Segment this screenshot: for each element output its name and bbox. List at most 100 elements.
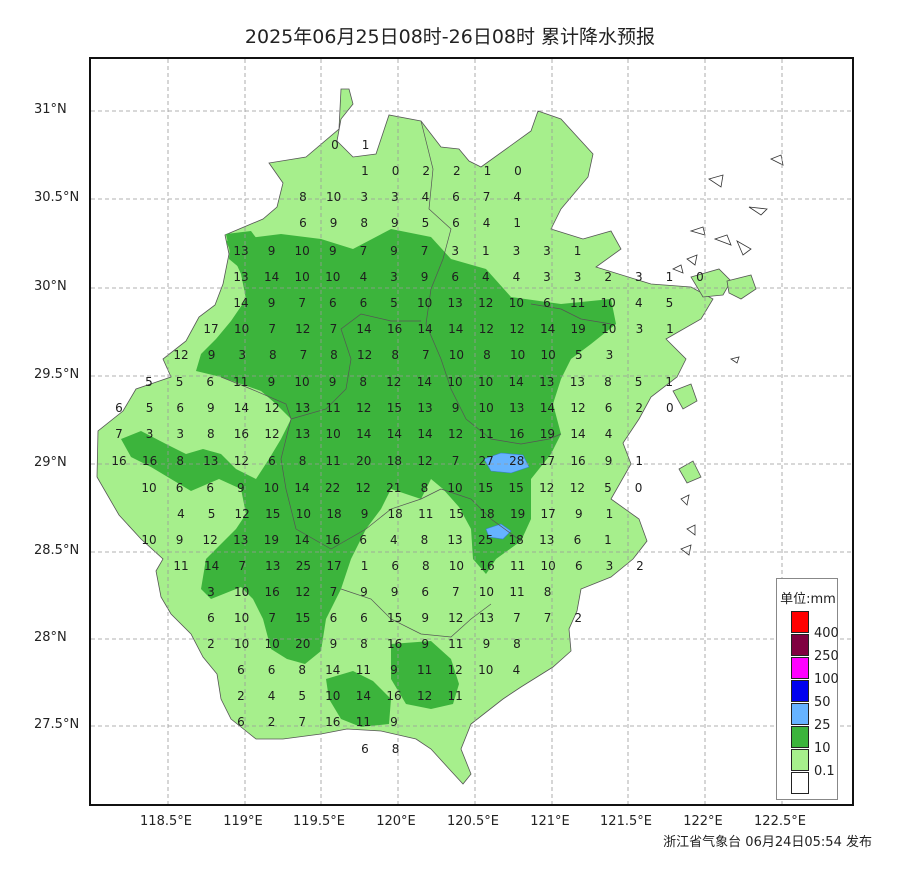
rain-10-25-region-south [391, 641, 459, 709]
station-value: 14 [356, 427, 371, 441]
station-value: 10 [478, 663, 493, 677]
station-value: 9 [361, 507, 369, 521]
lon-label: 120°E [376, 814, 416, 829]
station-value: 0 [331, 138, 339, 152]
station-value: 19 [540, 427, 555, 441]
station-value: 5 [422, 216, 430, 230]
station-value: 10 [601, 296, 616, 310]
station-value: 14 [294, 533, 309, 547]
station-value: 12 [479, 322, 494, 336]
station-value: 8 [391, 348, 399, 362]
station-value: 8 [299, 454, 307, 468]
station-value: 10 [265, 637, 280, 651]
station-value: 6 [329, 296, 337, 310]
station-value: 6 [421, 585, 429, 599]
station-value: 10 [478, 375, 493, 389]
station-value: 13 [417, 401, 432, 415]
station-value: 4 [635, 296, 643, 310]
station-value: 10 [234, 322, 249, 336]
station-value: 5 [575, 348, 583, 362]
station-value: 16 [111, 454, 126, 468]
station-value: 13 [295, 427, 310, 441]
lon-label: 122.5°E [754, 814, 806, 829]
station-value: 9 [268, 375, 276, 389]
station-value: 11 [570, 296, 585, 310]
station-value: 12 [417, 454, 432, 468]
lon-label: 122°E [683, 814, 723, 829]
lat-label: 28.5°N [34, 543, 80, 558]
station-value: 1 [604, 533, 612, 547]
station-value: 7 [513, 611, 521, 625]
station-value: 9 [575, 507, 583, 521]
station-value: 7 [452, 585, 460, 599]
station-value: 7 [330, 322, 338, 336]
station-value: 9 [421, 637, 429, 651]
station-value: 15 [295, 611, 310, 625]
station-value: 5 [635, 375, 643, 389]
station-value: 12 [264, 427, 279, 441]
station-value: 17 [326, 559, 341, 573]
station-value: 1 [513, 216, 521, 230]
station-value: 10 [325, 689, 340, 703]
station-value: 14 [570, 427, 585, 441]
station-value: 12 [203, 533, 218, 547]
station-value: 15 [509, 481, 524, 495]
city-boundaries [220, 120, 612, 638]
station-value: 3 [606, 559, 614, 573]
station-value: 7 [360, 244, 368, 258]
station-value: 22 [325, 481, 340, 495]
legend-swatch-50 [791, 680, 809, 702]
station-value: 11 [356, 663, 371, 677]
station-value: 1 [606, 507, 614, 521]
station-value: 5 [390, 296, 398, 310]
station-value: 7 [330, 585, 338, 599]
station-value: 12 [295, 585, 310, 599]
station-value: 13 [233, 533, 248, 547]
station-value: 25 [296, 559, 311, 573]
station-value: 9 [390, 663, 398, 677]
lon-label: 119°E [223, 814, 263, 829]
station-value: 1 [574, 244, 582, 258]
station-value: 4 [513, 663, 521, 677]
station-value: 12 [264, 401, 279, 415]
rain-10-25-region-southeast [326, 671, 391, 727]
station-value: 4 [513, 190, 521, 204]
station-value: 6 [237, 715, 245, 729]
station-value: 1 [666, 322, 674, 336]
station-value: 12 [234, 454, 249, 468]
station-value: 10 [295, 244, 310, 258]
station-value: 7 [300, 348, 308, 362]
station-value: 8 [360, 637, 368, 651]
precipitation-map: 0 11 0 2 2 1 08 10 3 3 4 6 7 46 9 8 9 5 6 4 113 9 10 9 7 9 7 3 1 3 3 11… [91, 59, 852, 804]
station-values: 0 11 0 2 2 1 08 10 3 3 4 6 7 46 9 8 9 5 6 4 113 9 10 9 7 9 7 3 1 3 3 11… [111, 138, 703, 756]
station-value: 12 [570, 481, 585, 495]
station-value: 0 [696, 270, 704, 284]
station-value: 5 [208, 507, 216, 521]
station-value: 6 [299, 216, 307, 230]
station-value: 3 [513, 244, 521, 258]
station-value: 10 [509, 296, 524, 310]
station-value: 2 [453, 164, 461, 178]
station-value: 2 [636, 559, 644, 573]
station-value: 16 [325, 715, 340, 729]
station-value: 14 [540, 322, 555, 336]
station-value: 8 [544, 585, 552, 599]
station-value: 7 [115, 427, 123, 441]
legend-label: 0.1 [814, 764, 835, 779]
station-value: 1 [666, 270, 674, 284]
station-value: 16 [387, 322, 402, 336]
legend-label: 25 [814, 718, 831, 733]
station-value: 12 [417, 689, 432, 703]
station-value: 18 [479, 507, 494, 521]
station-value: 6 [451, 270, 459, 284]
station-value: 4 [513, 270, 521, 284]
station-value: 2 [268, 715, 276, 729]
station-value: 4 [390, 533, 398, 547]
station-value: 3 [207, 585, 215, 599]
station-value: 9 [390, 715, 398, 729]
station-value: 0 [514, 164, 522, 178]
station-value: 12 [570, 401, 585, 415]
station-value: 10 [479, 401, 494, 415]
station-value: 11 [448, 689, 463, 703]
station-value: 6 [452, 216, 460, 230]
